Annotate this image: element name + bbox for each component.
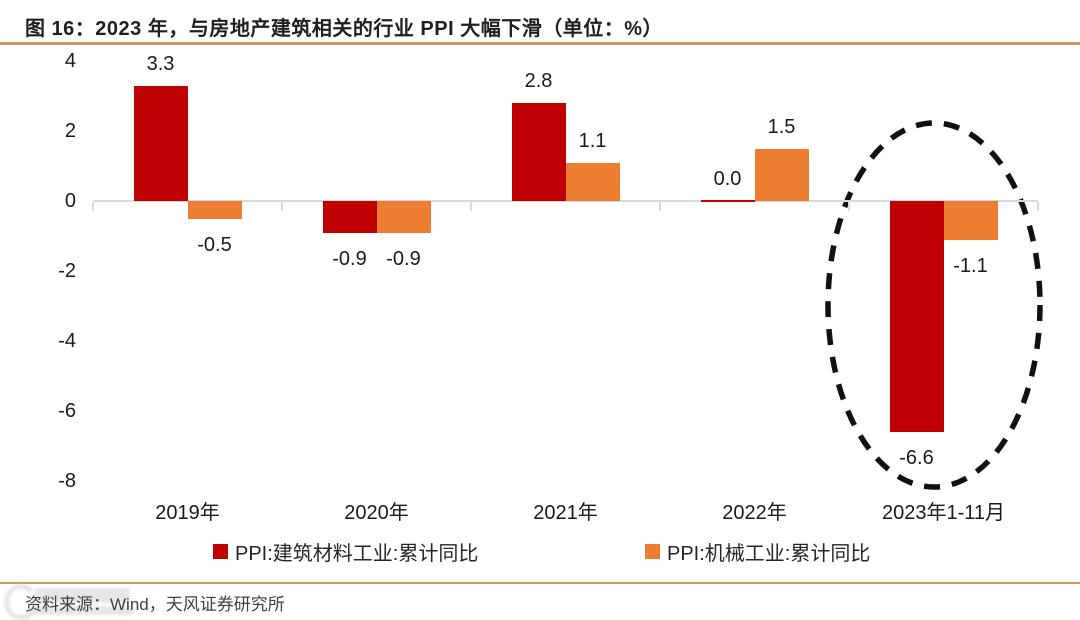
watermark-circle-icon [4, 584, 38, 620]
x-category-label: 2019年 [155, 502, 220, 524]
legend-label: PPI:机械工业:累计同比 [667, 542, 871, 565]
bar [700, 200, 755, 202]
x-category-label: 2022年 [722, 502, 787, 524]
bar-value-label: -1.1 [953, 254, 988, 277]
bar-value-label: 1.1 [578, 129, 607, 152]
bar [565, 162, 620, 201]
x-axis-tick [1037, 202, 1039, 211]
y-tick-label: 4 [64, 50, 76, 72]
figure-title: 图 16：2023 年，与房地产建筑相关的行业 PPI 大幅下滑（单位：%） [25, 18, 663, 40]
ppi-bar-chart: 4 2 0 -2 -4 -6 -8 3.3 -0.5 2019年 -0.9 -0.9 2020年 2.8 1… [0, 46, 1080, 536]
legend-swatch-orange [645, 543, 660, 559]
y-tick-label: -4 [58, 330, 76, 352]
y-tick-label: 0 [64, 190, 76, 212]
bar-value-label: 3.3 [146, 52, 175, 75]
bar-value-label: -6.6 [899, 447, 934, 469]
legend-item-building-materials: PPI:建筑材料工业:累计同比 [213, 536, 478, 566]
bar [754, 148, 809, 201]
x-category-label: 2023年1-11月 [881, 502, 1006, 524]
bar [943, 201, 998, 240]
x-axis-tick [848, 202, 850, 211]
x-axis-tick [92, 202, 94, 211]
bar [376, 201, 431, 233]
bar-value-label: 1.5 [767, 115, 796, 138]
x-axis-line [93, 200, 1038, 202]
y-tick-label: -2 [58, 260, 76, 282]
bar [511, 103, 566, 201]
watermark-logo [2, 580, 152, 620]
bar [322, 201, 377, 233]
bar-value-label: -0.5 [197, 233, 232, 256]
bar [187, 201, 242, 219]
x-axis-tick [281, 202, 283, 211]
source-divider [0, 582, 1080, 584]
y-tick-label: -8 [58, 470, 76, 492]
legend-item-machinery: PPI:机械工业:累计同比 [645, 536, 870, 566]
x-category-label: 2021年 [533, 502, 598, 524]
legend-swatch-red [213, 543, 228, 559]
legend-label: PPI:建筑材料工业:累计同比 [235, 542, 479, 565]
bar-value-label: -0.9 [386, 247, 421, 270]
source-text: 资料来源：Wind，天风证券研究所 [25, 595, 285, 614]
title-divider [0, 42, 1080, 45]
bar [133, 85, 188, 201]
x-axis-tick [470, 202, 472, 211]
bar-value-label: 0.0 [713, 168, 742, 190]
watermark-blob [30, 606, 134, 615]
bar-value-label: 2.8 [524, 70, 553, 92]
bar [889, 201, 944, 432]
y-tick-label: -6 [58, 400, 76, 422]
chart-legend: PPI:建筑材料工业:累计同比 PPI:机械工业:累计同比 [0, 536, 1080, 566]
bar-value-label: -0.9 [332, 247, 367, 270]
watermark-blob [34, 588, 130, 603]
x-category-label: 2020年 [344, 502, 409, 524]
y-tick-label: 2 [64, 120, 76, 142]
x-axis-tick [659, 202, 661, 211]
